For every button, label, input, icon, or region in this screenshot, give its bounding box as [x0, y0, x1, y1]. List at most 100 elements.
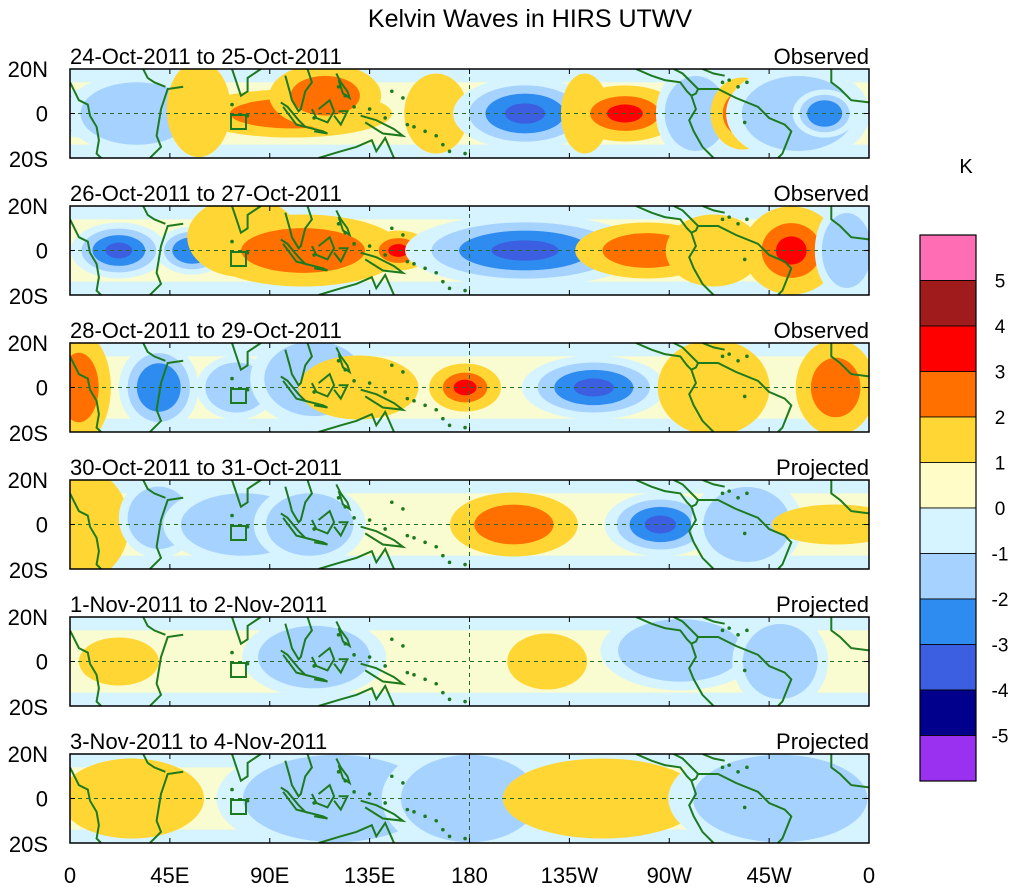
island-marker [447, 834, 452, 839]
region-box [230, 799, 247, 815]
coastline [688, 232, 715, 295]
island-marker [423, 403, 427, 408]
coastline [280, 238, 309, 266]
panel-3: 20N 0 20S 28-Oct-2011 to 29-Oct-2011 Observe… [8, 318, 870, 446]
island-marker [447, 697, 452, 702]
island-marker [434, 818, 439, 823]
lat-label: 20S [9, 284, 48, 309]
anomaly-blob [821, 213, 869, 288]
coastline [311, 372, 336, 398]
coastline [333, 521, 350, 538]
coastline [688, 780, 715, 843]
island-marker [727, 352, 731, 356]
island-marker [367, 655, 372, 659]
coastline [335, 483, 352, 512]
anomaly-blob [266, 493, 354, 556]
colorbar-frame [919, 234, 977, 782]
island-marker [736, 85, 740, 89]
island-marker [405, 670, 410, 675]
island-marker [463, 699, 467, 704]
coastline [70, 355, 102, 432]
figure-title: Kelvin Waves in HIRS UTWV [368, 5, 692, 33]
island-marker [401, 507, 405, 511]
coastline [149, 770, 184, 843]
lat-label: 20S [9, 558, 48, 583]
panel-date-label: 3-Nov-2011 to 4-Nov-2011 [70, 729, 327, 754]
island-marker [343, 641, 348, 646]
island-marker [352, 105, 356, 109]
island-marker [312, 390, 316, 394]
panels-group: 20N 0 20S 24-Oct-2011 to 25-Oct-2011 Observe… [8, 44, 870, 857]
coastline [284, 69, 314, 113]
island-marker [336, 222, 341, 226]
anomaly-blob [404, 73, 469, 154]
coastline [698, 88, 793, 158]
island-marker [230, 376, 234, 381]
coastline [142, 343, 166, 362]
island-marker [343, 504, 348, 509]
coastline [635, 343, 700, 371]
island-marker [742, 257, 747, 262]
colorbar-level-label: -1 [992, 545, 1009, 566]
panel-status-label: Projected [776, 729, 869, 754]
coastline [698, 636, 793, 706]
island-marker [447, 423, 452, 428]
coastline [333, 247, 350, 264]
island-marker [720, 765, 725, 770]
island-marker [441, 827, 445, 832]
coastline [702, 617, 725, 625]
island-marker [434, 681, 439, 686]
island-marker [720, 354, 725, 359]
region-box [230, 251, 247, 267]
coastline [231, 206, 262, 235]
anomaly-blob [504, 103, 546, 124]
island-marker [383, 253, 387, 257]
coastline [149, 85, 184, 158]
island-marker [447, 286, 452, 291]
coastline [142, 69, 166, 88]
coastline [635, 480, 700, 508]
island-marker [745, 354, 749, 359]
lon-label: 90W [647, 863, 692, 887]
lat-label: 20N [8, 57, 48, 82]
lat-label: 20N [8, 468, 48, 493]
coastline [702, 480, 725, 488]
panel-date-label: 26-Oct-2011 to 27-Oct-2011 [70, 181, 342, 206]
island-marker [412, 536, 416, 540]
island-marker [412, 810, 416, 814]
island-marker [343, 367, 348, 372]
panel-4: 20N 0 20S 30-Oct-2011 to 31-Oct-2011 Project… [8, 455, 870, 583]
coastline [149, 222, 184, 295]
lon-label: 135E [344, 863, 395, 887]
island-marker [447, 560, 452, 565]
lat-label: 20N [8, 331, 48, 356]
island-marker [230, 787, 234, 792]
coastline [280, 786, 309, 814]
colorbar-segment [919, 462, 977, 509]
coastline [318, 683, 395, 706]
island-marker [441, 553, 445, 558]
lon-label: 0 [64, 863, 76, 887]
island-marker [312, 801, 316, 805]
island-marker [720, 491, 725, 496]
region-box [230, 525, 247, 541]
island-marker [312, 253, 316, 257]
coastline [360, 114, 407, 138]
island-marker [463, 562, 467, 567]
island-marker [441, 279, 445, 284]
coastline [318, 272, 395, 295]
island-marker [447, 149, 452, 154]
coastline [335, 621, 352, 649]
coastline [318, 135, 395, 158]
island-marker [441, 142, 445, 147]
anomaly-blob [644, 515, 677, 534]
coastline [830, 754, 869, 789]
island-marker [727, 78, 731, 82]
island-marker [230, 650, 234, 655]
lat-label: 20S [9, 695, 48, 720]
panel-2: 20N 0 20S 26-Oct-2011 to 27-Oct-2011 Observe… [8, 181, 870, 309]
island-marker [742, 531, 747, 536]
coastline [635, 754, 700, 782]
coastline [335, 73, 352, 101]
coastline [305, 536, 328, 546]
